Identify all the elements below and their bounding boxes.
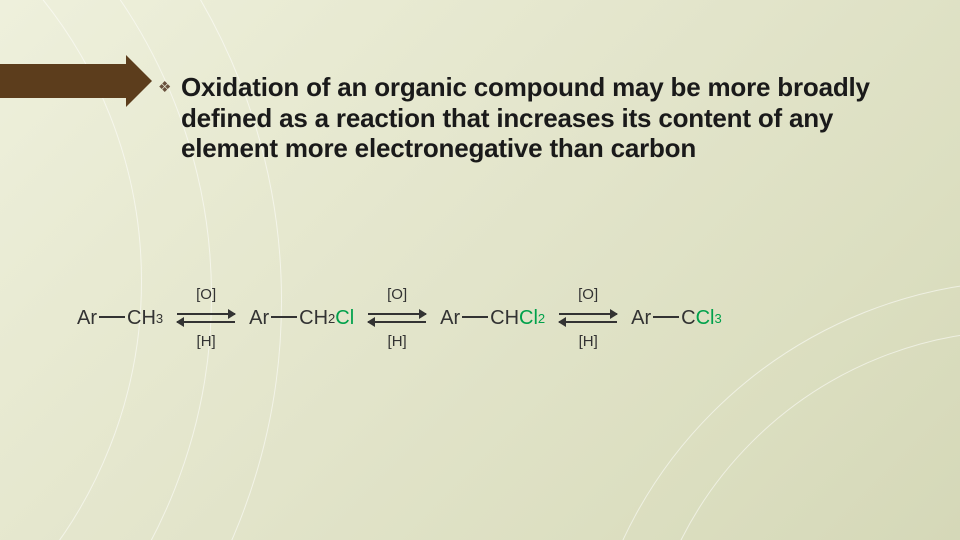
reverse-arrow-icon <box>368 321 426 323</box>
subscript: 3 <box>715 311 722 326</box>
group-label: CH <box>127 307 156 330</box>
accent-bar <box>0 64 126 98</box>
bullet-icon: ❖ <box>158 78 171 96</box>
forward-arrow-icon <box>177 313 235 315</box>
chlorine-label: Cl <box>335 307 354 330</box>
body-text: Oxidation of an organic compound may be … <box>181 72 901 164</box>
aryl-label: Ar <box>440 307 460 330</box>
reduction-label: [H] <box>171 333 241 350</box>
reaction-species: Ar CCl3 <box>631 307 722 330</box>
forward-arrow-icon <box>368 313 426 315</box>
reverse-arrow-icon <box>177 321 235 323</box>
oxidation-label: [O] <box>171 286 241 303</box>
reaction-species: Ar CH2Cl <box>249 307 354 330</box>
subscript: 2 <box>538 311 545 326</box>
bond-line <box>653 316 679 318</box>
bond-line <box>271 316 297 318</box>
reduction-label: [H] <box>362 333 432 350</box>
group-label: CH <box>299 307 328 330</box>
oxidation-label: [O] <box>362 286 432 303</box>
group-label: C <box>681 307 695 330</box>
decorative-arc <box>640 330 960 540</box>
reaction-species: Ar CH3 <box>77 307 163 330</box>
reaction-species: Ar CHCl2 <box>440 307 545 330</box>
oxidation-label: [O] <box>553 286 623 303</box>
chlorine-label: Cl <box>519 307 538 330</box>
bond-line <box>462 316 488 318</box>
accent-arrow-icon <box>126 55 152 107</box>
subscript: 2 <box>328 311 335 326</box>
forward-arrow-icon <box>559 313 617 315</box>
equilibrium-arrows: [O] [H] <box>553 296 623 340</box>
subscript: 3 <box>156 311 163 326</box>
chlorine-label: Cl <box>696 307 715 330</box>
aryl-label: Ar <box>77 307 97 330</box>
equilibrium-arrows: [O] [H] <box>171 296 241 340</box>
slide: ❖ Oxidation of an organic compound may b… <box>0 0 960 540</box>
aryl-label: Ar <box>631 307 651 330</box>
group-label: CH <box>490 307 519 330</box>
reduction-label: [H] <box>553 333 623 350</box>
reverse-arrow-icon <box>559 321 617 323</box>
reaction-scheme: Ar CH3 [O] [H] Ar CH2Cl [O] [H] Ar <box>77 288 907 348</box>
equilibrium-arrows: [O] [H] <box>362 296 432 340</box>
aryl-label: Ar <box>249 307 269 330</box>
bond-line <box>99 316 125 318</box>
